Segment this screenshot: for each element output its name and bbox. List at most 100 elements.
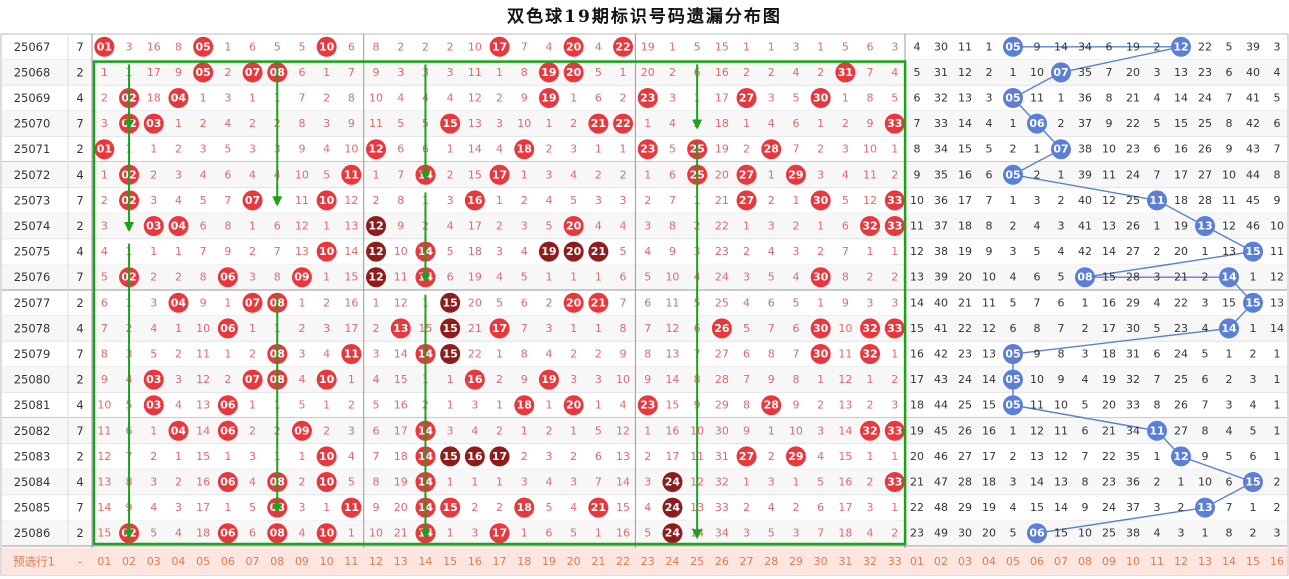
- red-ball: [316, 190, 337, 211]
- red-miss-value: 1: [323, 66, 330, 79]
- blue-ball: [1003, 369, 1023, 390]
- red-miss-value: 1: [224, 296, 231, 309]
- red-ball: [637, 139, 658, 160]
- red-miss-value: 3: [792, 527, 799, 540]
- red-miss-value: 4: [842, 168, 849, 181]
- footer-red-number: 16: [468, 555, 482, 568]
- red-miss-value: 5: [595, 66, 602, 79]
- red-ball-label: 07: [245, 373, 260, 386]
- red-miss-value: 2: [323, 296, 330, 309]
- red-miss-value: 10: [295, 168, 309, 181]
- red-miss-value: 2: [496, 220, 503, 233]
- blue-miss-value: 28: [958, 476, 972, 489]
- red-miss-value: 3: [792, 40, 799, 53]
- red-miss-value: 4: [792, 271, 799, 284]
- blue-miss-value: 29: [958, 501, 972, 514]
- red-miss-value: 4: [397, 92, 404, 105]
- red-ball-label: 18: [517, 399, 532, 412]
- red-miss-value: 9: [521, 92, 528, 105]
- red-miss-value: 2: [496, 373, 503, 386]
- red-miss-value: 5: [768, 527, 775, 540]
- red-miss-value: 1: [817, 117, 824, 130]
- blue-miss-value: 45: [1246, 194, 1260, 207]
- red-miss-value: 14: [97, 501, 111, 514]
- red-ball: [884, 420, 905, 441]
- blue-miss-value: 15: [1054, 527, 1068, 540]
- blue-miss-value: 41: [934, 322, 948, 335]
- red-miss-value: 3: [150, 194, 157, 207]
- red-miss-value: 1: [644, 168, 651, 181]
- row-background: [2, 264, 1287, 290]
- blue-miss-value: 36: [934, 194, 948, 207]
- blue-miss-value: 5: [1250, 424, 1257, 437]
- blue-miss-value: 9: [1082, 501, 1089, 514]
- red-ball: [588, 497, 609, 518]
- blue-miss-value: 1: [1010, 424, 1017, 437]
- red-miss-value: 10: [369, 527, 383, 540]
- blue-miss-value: 4: [1154, 92, 1161, 105]
- blue-miss-value: 21: [1102, 424, 1116, 437]
- red-ball-label: 27: [739, 194, 754, 207]
- blue-miss-value: 7: [1154, 373, 1161, 386]
- red-miss-value: 12: [394, 296, 408, 309]
- blue-ball: [1219, 267, 1239, 288]
- red-miss-value: 4: [348, 450, 355, 463]
- red-miss-value: 10: [517, 117, 531, 130]
- red-ball-label: 16: [467, 194, 483, 207]
- red-miss-value: 18: [394, 450, 408, 463]
- red-miss-value: 2: [669, 66, 676, 79]
- red-ball-label: 33: [887, 117, 902, 130]
- blue-miss-value: 8: [1274, 168, 1281, 181]
- blue-ball: [1003, 88, 1023, 108]
- red-miss-value: 4: [471, 424, 478, 437]
- red-miss-value: 2: [743, 501, 750, 514]
- red-miss-value: 3: [249, 450, 256, 463]
- red-ball: [637, 88, 658, 108]
- red-miss-value: 12: [295, 220, 309, 233]
- red-miss-value: 12: [196, 373, 210, 386]
- red-miss-value: 4: [743, 296, 750, 309]
- red-miss-value: 9: [644, 373, 651, 386]
- blue-miss-value: 10: [1030, 373, 1044, 386]
- red-ball: [785, 446, 806, 467]
- red-miss-value: 24: [715, 271, 729, 284]
- red-miss-value: 10: [863, 143, 877, 156]
- red-miss-value: 3: [397, 66, 404, 79]
- red-miss-value: 19: [641, 40, 655, 53]
- blue-miss-value: 16: [1174, 143, 1188, 156]
- red-miss-value: 3: [570, 143, 577, 156]
- blue-miss-value: 17: [1174, 168, 1188, 181]
- red-miss-value: 2: [373, 194, 380, 207]
- red-ball-label: 03: [146, 117, 161, 130]
- red-ball: [662, 472, 683, 492]
- red-miss-value: 3: [891, 296, 898, 309]
- blue-miss-value: 11: [1030, 92, 1044, 105]
- red-ball-label: 22: [615, 40, 630, 53]
- red-miss-value: 3: [595, 373, 602, 386]
- red-miss-value: 5: [224, 143, 231, 156]
- red-miss-value: 2: [743, 245, 750, 258]
- red-ball: [637, 395, 658, 416]
- blue-miss-value: 6: [1058, 296, 1065, 309]
- red-ball-label: 10: [319, 450, 335, 463]
- blue-miss-value: 9: [1106, 117, 1113, 130]
- red-miss-value: 8: [768, 348, 775, 361]
- red-miss-value: 19: [394, 476, 408, 489]
- blue-miss-value: 1: [1010, 66, 1017, 79]
- blue-ball-label: 05: [1005, 40, 1020, 53]
- red-ball-label: 16: [467, 373, 483, 386]
- red-miss-value: 6: [274, 220, 281, 233]
- blue-miss-value: 4: [1226, 424, 1233, 437]
- issue-number: 25078: [14, 321, 51, 335]
- blue-miss-value: 38: [1126, 527, 1140, 540]
- red-ball: [242, 369, 263, 390]
- red-miss-value: 3: [224, 92, 231, 105]
- blue-miss-value: 1: [1274, 424, 1281, 437]
- red-miss-value: 4: [545, 348, 552, 361]
- blue-miss-value: 27: [958, 450, 972, 463]
- blue-ball: [1027, 113, 1047, 134]
- red-miss-value: 2: [323, 92, 330, 105]
- footer-blue-number: 08: [1078, 555, 1092, 568]
- blue-miss-value: 20: [1102, 399, 1116, 412]
- red-ball-label: 15: [442, 501, 457, 514]
